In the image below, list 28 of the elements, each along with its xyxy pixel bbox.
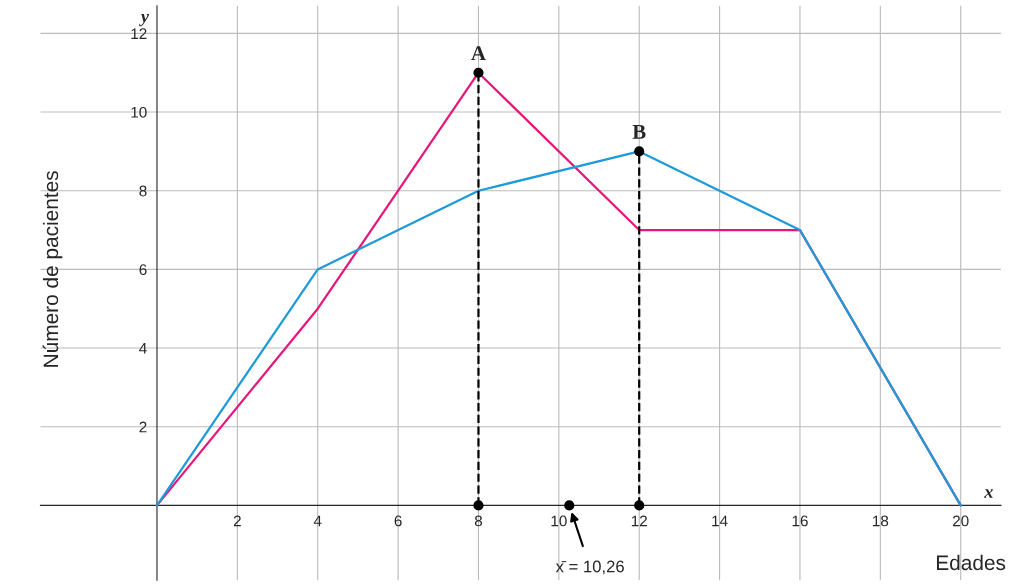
x-tick-label: 6 <box>394 515 402 527</box>
y-tick-label: 10 <box>131 106 147 118</box>
y-tick-label: 2 <box>139 421 147 433</box>
annotation: B <box>632 124 646 139</box>
y-axis-title: Número de pacientes <box>42 171 63 367</box>
annotation: y <box>139 13 149 27</box>
x-axis-title: Edades <box>937 554 1006 571</box>
x-tick-label: 8 <box>474 515 483 527</box>
point <box>634 146 645 157</box>
x-tick-label: 12 <box>631 515 647 527</box>
annotation: x̄ = 10,26 <box>555 560 624 575</box>
x-tick-label: 2 <box>233 515 241 527</box>
y-tick-label: 6 <box>139 264 147 276</box>
x-tick-label: 16 <box>792 515 808 527</box>
annotation: x <box>984 489 993 498</box>
point <box>473 500 484 511</box>
x-tick-label: 14 <box>712 515 728 527</box>
annotation: A <box>471 46 486 60</box>
point <box>473 67 484 78</box>
y-tick-label: 12 <box>131 28 147 39</box>
x-tick-label: 10 <box>551 515 567 527</box>
x-tick-label: 4 <box>313 515 322 527</box>
x-tick-label: 18 <box>873 515 889 527</box>
x-tick-label: 20 <box>952 515 969 527</box>
y-tick-label: 4 <box>139 343 147 354</box>
point <box>634 500 645 511</box>
y-tick-label: 8 <box>139 185 147 197</box>
point <box>564 500 575 511</box>
